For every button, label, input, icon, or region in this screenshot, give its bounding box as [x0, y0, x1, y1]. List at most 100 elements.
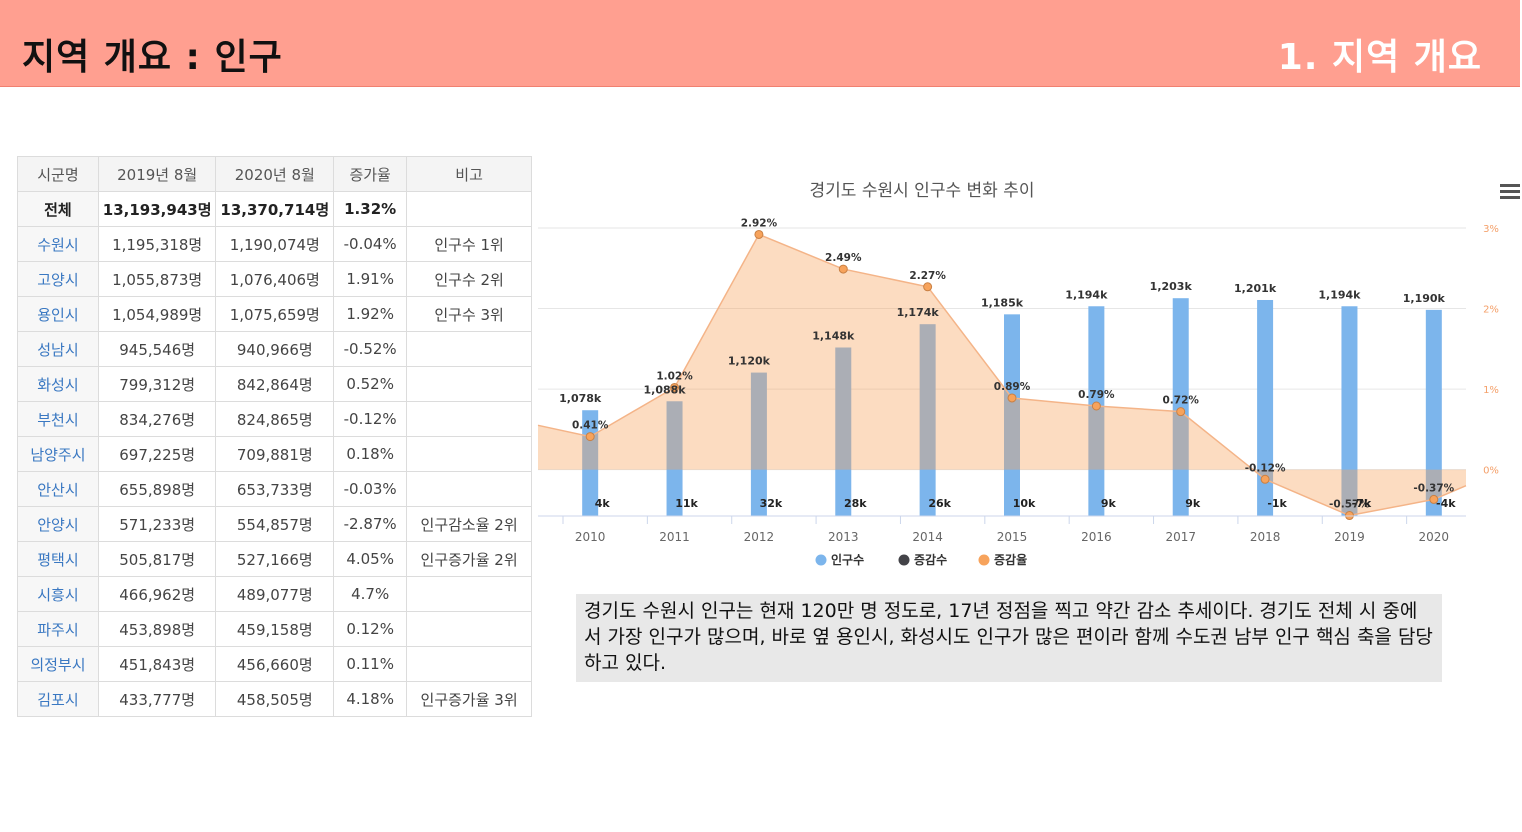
city-name-cell[interactable]: 의정부시 [17, 646, 99, 682]
x-tick-label: 2013 [828, 530, 859, 544]
table-cell: 4.18% [333, 681, 408, 717]
column-header: 2020년 8월 [215, 156, 335, 192]
population-bar [919, 324, 936, 516]
population-bar [1004, 314, 1020, 516]
table-row: 남양주시 697,225명 709,881명 0.18% [17, 436, 532, 472]
table-cell: -0.04% [333, 226, 408, 262]
table-cell: 824,865명 [215, 401, 335, 437]
city-name-cell[interactable]: 남양주시 [17, 436, 99, 472]
population-bar [1341, 306, 1358, 516]
table-cell: 945,546명 [97, 331, 217, 367]
city-name-cell[interactable]: 고양시 [17, 261, 99, 297]
table-cell: 433,777명 [97, 681, 217, 717]
population-label: 1,194k [1318, 288, 1361, 301]
table-cell: 인구수 1위 [406, 226, 532, 262]
column-header: 2019년 8월 [97, 156, 217, 192]
x-tick-label: 2012 [744, 530, 775, 544]
rate-label: -0.37% [1413, 482, 1454, 494]
table-cell: 459,158명 [215, 611, 335, 647]
city-name-cell[interactable]: 파주시 [17, 611, 99, 647]
city-name-cell: 전체 [17, 191, 99, 227]
chart-menu-icon[interactable] [1500, 184, 1520, 202]
table-row: 고양시 1,055,873명 1,076,406명 1.91% 인구수 2위 [17, 261, 532, 297]
city-name-cell[interactable]: 시흥시 [17, 576, 99, 612]
table-cell: 0.52% [333, 366, 408, 402]
change-label: 4k [595, 497, 611, 510]
table-cell: 1.91% [333, 261, 408, 297]
population-label: 1,185k [981, 296, 1024, 309]
table-row: 용인시 1,054,989명 1,075,659명 1.92% 인구수 3위 [17, 296, 532, 332]
change-label: 9k [1101, 497, 1117, 510]
rate-label: 0.72% [1163, 395, 1200, 407]
city-name-cell[interactable]: 용인시 [17, 296, 99, 332]
rate-label: 1.02% [656, 370, 693, 382]
table-cell: 4.7% [333, 576, 408, 612]
table-row: 수원시 1,195,318명 1,190,074명 -0.04% 인구수 1위 [17, 226, 532, 262]
table-cell: 13,370,714명 [215, 191, 335, 227]
city-name-cell[interactable]: 수원시 [17, 226, 99, 262]
change-label: 32k [760, 497, 783, 510]
x-tick-label: 2014 [912, 530, 943, 544]
table-cell: 1,075,659명 [215, 296, 335, 332]
city-name-cell[interactable]: 성남시 [17, 331, 99, 367]
table-cell [406, 331, 532, 367]
rate-label: -0.12% [1245, 462, 1286, 474]
population-chart: 경기도 수원시 인구수 변화 추이 0.41% 1.02% 2.92% 2.49% 2.2… [537, 181, 1499, 567]
x-tick-label: 2020 [1419, 530, 1450, 544]
population-bar [750, 372, 767, 516]
table-row: 화성시 799,312명 842,864명 0.52% [17, 366, 532, 402]
city-name-cell[interactable]: 평택시 [17, 541, 99, 577]
population-table: 시군명 2019년 8월 2020년 8월 증가율 비고 전체 13,193,94… [17, 156, 532, 717]
table-cell: 1,054,989명 [97, 296, 217, 332]
legend-label: 증감율 [994, 552, 1027, 567]
population-label: 1,194k [1065, 288, 1108, 301]
table-cell: 1.92% [333, 296, 408, 332]
rate-point [1429, 494, 1439, 504]
rate-point [923, 282, 933, 292]
population-bar [835, 347, 852, 516]
population-label: 1,174k [897, 306, 940, 319]
city-name-cell[interactable]: 화성시 [17, 366, 99, 402]
population-label: 1,078k [559, 392, 602, 405]
city-name-cell[interactable]: 부천시 [17, 401, 99, 437]
table-cell: 456,660명 [215, 646, 335, 682]
rate-label: 2.27% [909, 270, 946, 282]
table-row: 안산시 655,898명 653,733명 -0.03% [17, 471, 532, 507]
table-header-row: 시군명 2019년 8월 2020년 8월 증가율 비고 [17, 156, 532, 192]
legend-marker [898, 554, 910, 566]
section-title: 1. 지역 개요 [1277, 37, 1482, 78]
rate-point [1260, 474, 1270, 484]
column-header: 시군명 [17, 156, 99, 192]
table-cell: 0.11% [333, 646, 408, 682]
table-cell: 451,843명 [97, 646, 217, 682]
table-cell: 655,898명 [97, 471, 217, 507]
change-label: -7k [1352, 497, 1372, 510]
rate-point [754, 229, 764, 239]
change-label: -4k [1436, 497, 1456, 510]
city-name-cell[interactable]: 안산시 [17, 471, 99, 507]
table-cell: 인구감소율 2위 [406, 506, 532, 542]
table-cell: 697,225명 [97, 436, 217, 472]
table-cell: -0.03% [333, 471, 408, 507]
y-right-tick-label: 1% [1483, 385, 1499, 396]
table-cell: 458,505명 [215, 681, 335, 717]
table-cell: 571,233명 [97, 506, 217, 542]
table-cell: 709,881명 [215, 436, 335, 472]
table-cell [406, 191, 532, 227]
city-name-cell[interactable]: 김포시 [17, 681, 99, 717]
x-tick-label: 2015 [997, 530, 1028, 544]
rate-point [585, 432, 595, 442]
table-cell: 489,077명 [215, 576, 335, 612]
city-name-cell[interactable]: 안양시 [17, 506, 99, 542]
legend-label: 증감수 [914, 552, 947, 567]
table-cell: 0.18% [333, 436, 408, 472]
legend-marker [815, 554, 827, 566]
table-row: 부천시 834,276명 824,865명 -0.12% [17, 401, 532, 437]
table-cell: 인구증가율 2위 [406, 541, 532, 577]
description-box: 경기도 수원시 인구는 현재 120만 명 정도로, 17년 정점을 찍고 약간… [576, 594, 1442, 682]
population-bar [1425, 309, 1442, 516]
table-cell: 834,276명 [97, 401, 217, 437]
table-cell [406, 611, 532, 647]
table-row: 평택시 505,817명 527,166명 4.05% 인구증가율 2위 [17, 541, 532, 577]
table-cell [406, 576, 532, 612]
